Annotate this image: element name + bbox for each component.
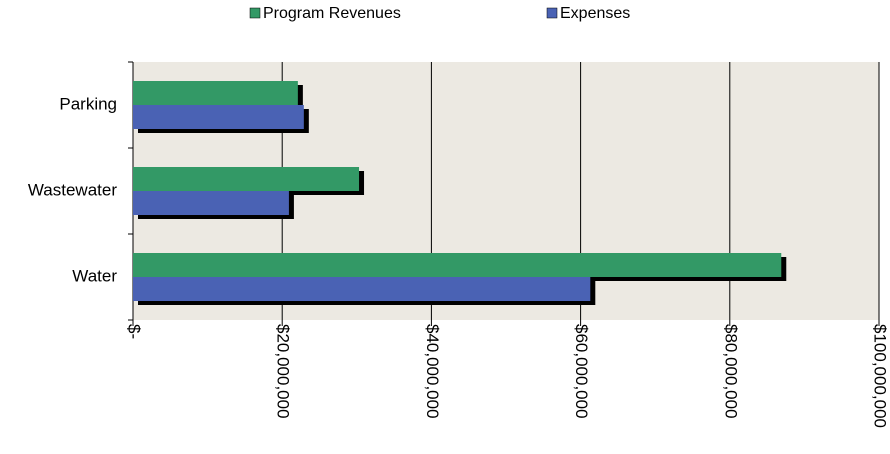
y-tick-label: Parking [59, 94, 117, 113]
x-tick-label: $60,000,000 [572, 324, 591, 419]
x-tick-label: $40,000,000 [423, 324, 442, 419]
bar [133, 105, 304, 129]
x-tick-label: $100,000,000 [871, 324, 890, 428]
y-tick-label: Water [72, 266, 117, 285]
y-tick-label: Wastewater [28, 180, 117, 199]
bar [133, 167, 360, 191]
x-tick-label: $20,000,000 [274, 324, 293, 419]
legend-swatch [249, 7, 261, 19]
bar [133, 81, 298, 105]
x-tick-label: $- [125, 324, 144, 339]
bar [133, 253, 782, 277]
legend-label: Expenses [560, 5, 630, 22]
legend-swatch [546, 7, 558, 19]
x-tick-label: $80,000,000 [721, 324, 740, 419]
bar [133, 277, 591, 301]
bar [133, 191, 289, 215]
legend-label: Program Revenues [263, 5, 401, 22]
